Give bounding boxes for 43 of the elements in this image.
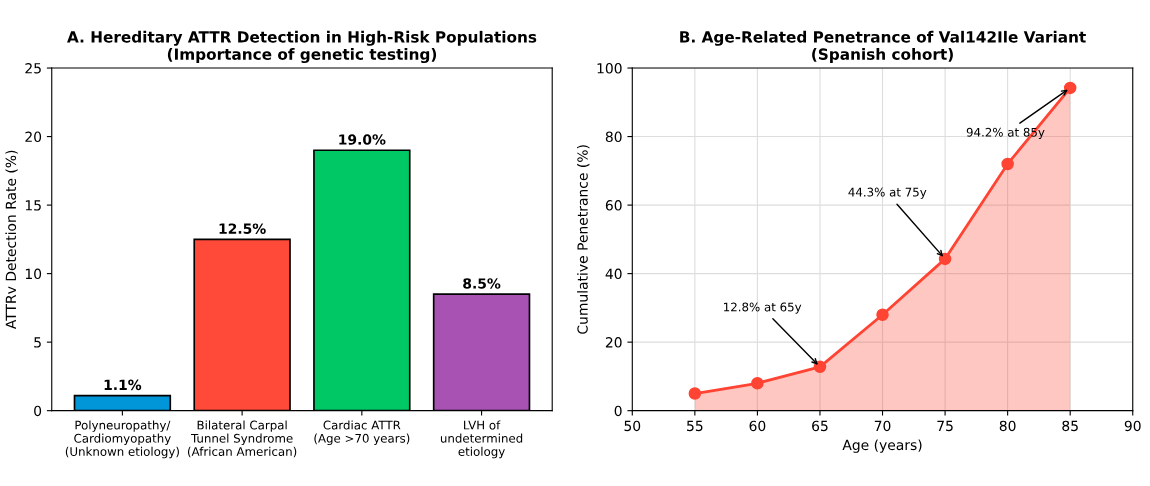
- point: [876, 308, 889, 321]
- y-tick-label: 25: [25, 63, 41, 74]
- x-tick-label: 55: [687, 420, 703, 432]
- y-axis-title: ATTRv Detection Rate (%): [5, 150, 18, 330]
- point: [813, 360, 827, 374]
- y-tick-label: 100: [597, 63, 622, 74]
- y-tick-label: 40: [605, 268, 622, 280]
- chart-title: A. Hereditary ATTR Detection in High-Risk Populations (Importance of genetic testing): [67, 30, 537, 63]
- y-tick-label: 80: [605, 131, 622, 143]
- x-tick-label: 90: [1124, 420, 1141, 432]
- x-tick-label: 50: [624, 420, 641, 432]
- point: [688, 387, 702, 400]
- x-tick-label: 80: [999, 420, 1016, 432]
- chart-title: B. Age-Related Penetrance of Val142Ile Variant (Spanish cohort): [680, 30, 1086, 63]
- x-tick-label: Polyneuropathy/ Cardiomyopathy (Unknown etiology): [65, 420, 179, 459]
- y-tick-label: 20: [605, 337, 622, 348]
- data-label: 1.1%: [104, 379, 142, 391]
- x-axis-title: Age (years): [842, 439, 922, 453]
- y-tick-label: 5: [34, 337, 41, 348]
- y-axis-title: Cumulative Penetrance (%): [577, 145, 590, 334]
- y-tick-label: 60: [605, 200, 622, 211]
- data-label: 19.0%: [339, 134, 386, 145]
- annotation: 12.8% at 65y: [724, 302, 802, 314]
- x-tick-label: Cardiac ATTR (Age >70 years): [314, 420, 410, 446]
- x-tick-label: Bilateral Carpal Tunnel Syndrome (African American): [187, 420, 297, 458]
- y-tick-label: 15: [25, 200, 41, 211]
- y-tick-label: 0: [614, 405, 622, 417]
- data-label: 12.5%: [219, 223, 266, 234]
- y-tick-label: 0: [34, 405, 42, 417]
- x-tick-label: 70: [874, 420, 891, 432]
- x-tick-label: LVH of undetermined etiology: [440, 420, 523, 459]
- x-tick-label: 85: [1062, 420, 1078, 432]
- point: [1063, 81, 1077, 95]
- y-tick-label: 20: [25, 131, 42, 143]
- x-tick-label: 65: [812, 420, 828, 432]
- point: [1001, 157, 1014, 171]
- point: [751, 377, 764, 390]
- point: [938, 252, 952, 266]
- y-tick-label: 10: [25, 268, 42, 280]
- data-label: 8.5%: [463, 278, 501, 289]
- annotation: 44.3% at 75y: [848, 187, 927, 199]
- x-tick-label: 75: [937, 420, 953, 432]
- x-tick-label: 60: [749, 420, 766, 432]
